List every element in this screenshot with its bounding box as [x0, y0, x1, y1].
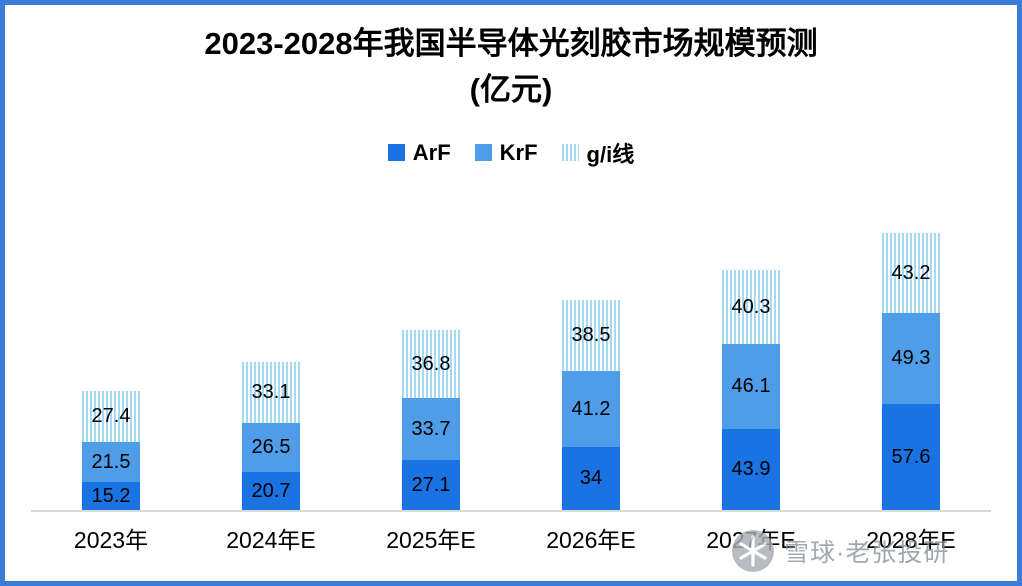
data-label: 46.1: [731, 375, 771, 397]
bar-segment-KrF: 49.3: [882, 313, 940, 404]
xueqiu-logo-icon: [732, 530, 774, 572]
bar-slot: 27.1 33.7 36.8: [351, 330, 511, 510]
data-label: 43.2: [891, 261, 931, 284]
data-label: 26.5: [251, 436, 291, 458]
data-label: 27.1: [411, 473, 451, 496]
chart-title: 2023-2028年我国半导体光刻胶市场规模预测 (亿元): [5, 21, 1017, 113]
data-label: 34: [579, 467, 603, 489]
x-axis-label: 2026年E: [546, 527, 636, 553]
data-label: 49.3: [891, 347, 931, 369]
bar-segment-KrF: 33.7: [402, 398, 460, 460]
bar-slot: 43.9 46.1 40.3: [671, 270, 831, 510]
bar-segment-g/i线: 33.1: [242, 362, 300, 423]
data-label: 41.2: [571, 397, 611, 420]
legend: ArF KrF g/i线: [5, 137, 1017, 169]
data-label: 57.6: [891, 445, 931, 468]
legend-swatch: [561, 144, 579, 162]
data-label: 38.5: [571, 324, 611, 346]
data-label: 15.2: [91, 484, 131, 507]
stacked-bar: 20.7 26.5 33.1: [242, 362, 300, 510]
legend-label: g/i线: [586, 141, 635, 167]
bar-segment-ArF: 34: [562, 447, 620, 510]
chart-area: 15.2 21.5 27.4 20.7 26.5 33.1 27.1 33.7 36.8 34 41…: [31, 227, 991, 555]
stacked-bar: 27.1 33.7 36.8: [402, 330, 460, 510]
stacked-bar: 34 41.2 38.5: [562, 300, 620, 510]
bar-segment-g/i线: 36.8: [402, 330, 460, 398]
legend-item-KrF: KrF: [474, 139, 538, 166]
bar-segment-ArF: 27.1: [402, 460, 460, 510]
bar-segment-KrF: 46.1: [722, 344, 780, 429]
data-label: 33.7: [411, 417, 451, 440]
chart-title-line2: (亿元): [469, 71, 553, 107]
bar-slot: 20.7 26.5 33.1: [191, 362, 351, 510]
legend-swatch: [387, 144, 405, 162]
legend-swatch: [474, 144, 492, 162]
bar-segment-KrF: 26.5: [242, 423, 300, 472]
chart-title-line1: 2023-2028年我国半导体光刻胶市场规模预测: [204, 26, 818, 61]
bar-segment-ArF: 57.6: [882, 404, 940, 510]
bar-segment-g/i线: 43.2: [882, 233, 940, 313]
bar-slot: 57.6 49.3 43.2: [831, 233, 991, 510]
data-label: 33.1: [251, 381, 291, 403]
data-label: 21.5: [91, 450, 131, 473]
x-axis-label: 2025年E: [386, 527, 476, 553]
bar-segment-g/i线: 27.4: [82, 391, 140, 442]
bar-segment-ArF: 15.2: [82, 482, 140, 510]
bar-slot: 15.2 21.5 27.4: [31, 391, 191, 510]
data-label: 36.8: [411, 352, 451, 375]
bar-segment-KrF: 41.2: [562, 371, 620, 447]
watermark-text: 雪球·老张投研: [784, 539, 950, 567]
data-label: 20.7: [251, 479, 291, 502]
bar-segment-KrF: 21.5: [82, 442, 140, 482]
stacked-bar: 43.9 46.1 40.3: [722, 270, 780, 510]
legend-item-g/i线: g/i线: [561, 137, 635, 169]
watermark: 雪球·老张投研: [731, 529, 949, 573]
x-axis-label: 2023年: [73, 527, 149, 553]
legend-item-ArF: ArF: [387, 139, 451, 166]
stacked-bar: 57.6 49.3 43.2: [882, 233, 940, 510]
bar-segment-g/i线: 40.3: [722, 270, 780, 344]
bar-segment-ArF: 20.7: [242, 472, 300, 510]
plot-area: 15.2 21.5 27.4 20.7 26.5 33.1 27.1 33.7 36.8 34 41…: [31, 227, 991, 512]
bar-slot: 34 41.2 38.5: [511, 300, 671, 510]
legend-label: ArF: [412, 139, 451, 165]
stacked-bar: 15.2 21.5 27.4: [82, 391, 140, 510]
legend-label: KrF: [499, 139, 538, 165]
data-label: 40.3: [731, 295, 771, 318]
data-label: 27.4: [91, 405, 131, 427]
x-axis-label: 2024年E: [226, 527, 316, 553]
data-label: 43.9: [731, 458, 771, 480]
bar-segment-g/i线: 38.5: [562, 300, 620, 371]
x-axis-label: 2028年E: [866, 527, 956, 553]
bar-segment-ArF: 43.9: [722, 429, 780, 510]
